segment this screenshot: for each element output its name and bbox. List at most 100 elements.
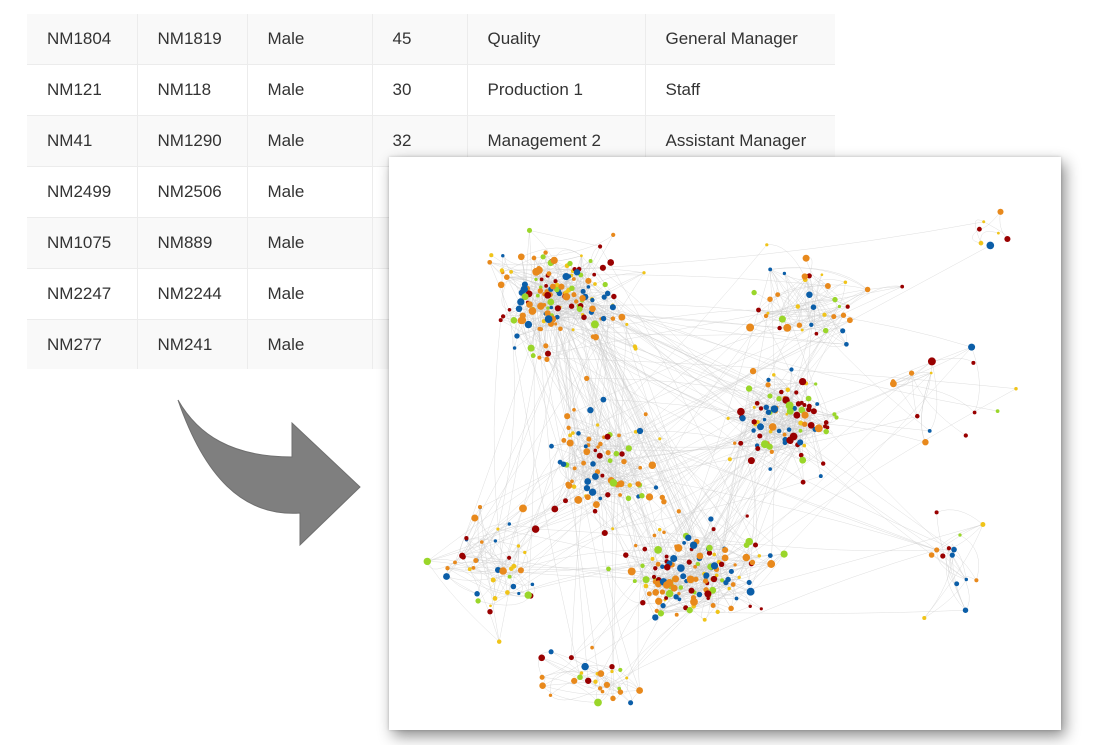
- graph-node: [650, 556, 655, 561]
- graph-edge: [586, 378, 617, 454]
- graph-edge: [625, 554, 751, 592]
- graph-edge: [596, 483, 639, 505]
- graph-node: [831, 314, 837, 320]
- graph-edge: [642, 565, 658, 611]
- graph-edge: [936, 524, 983, 551]
- graph-node: [658, 437, 662, 441]
- graph-node: [565, 482, 573, 489]
- graph-edge: [713, 605, 726, 613]
- graph-node: [846, 317, 853, 324]
- graph-node: [539, 277, 544, 282]
- graph-edge: [549, 671, 582, 696]
- graph-node: [544, 310, 551, 317]
- graph-node: [777, 325, 782, 331]
- graph-edge: [809, 275, 826, 331]
- graph-edge: [547, 255, 582, 354]
- graph-edge: [493, 320, 508, 593]
- graph-node: [726, 416, 730, 421]
- graph-edge: [582, 314, 623, 326]
- graph-node: [580, 254, 583, 258]
- graph-node: [688, 587, 695, 594]
- graph-edge: [507, 545, 519, 593]
- graph-node: [610, 669, 614, 674]
- graph-node: [516, 544, 521, 548]
- graph-edge: [921, 372, 932, 443]
- graph-node: [610, 695, 616, 702]
- graph-node: [597, 670, 605, 677]
- graph-edge: [582, 297, 743, 418]
- graph-edge: [462, 538, 485, 556]
- graph-node: [706, 550, 713, 556]
- graph-node: [654, 608, 659, 614]
- graph-node: [596, 452, 603, 459]
- table-cell: Male: [247, 166, 373, 218]
- graph-edge: [678, 511, 694, 546]
- graph-node: [772, 373, 776, 377]
- graph-node: [934, 547, 940, 553]
- graph-node: [760, 440, 769, 449]
- graph-node: [534, 277, 538, 282]
- graph-node: [496, 639, 502, 644]
- graph-node: [587, 406, 594, 414]
- graph-node: [653, 566, 658, 571]
- graph-node: [995, 409, 1000, 413]
- graph-edge: [579, 677, 596, 689]
- graph-node: [657, 527, 662, 532]
- graph-edge: [801, 275, 814, 331]
- graph-node: [590, 320, 599, 329]
- graph-node: [767, 296, 773, 302]
- graph-node: [563, 498, 568, 504]
- graph-node: [674, 544, 683, 552]
- graph-node: [749, 559, 756, 566]
- graph-node: [756, 307, 761, 313]
- graph-node: [560, 461, 567, 467]
- graph-node: [592, 272, 597, 277]
- graph-edge: [772, 411, 815, 430]
- graph-node: [572, 466, 577, 471]
- graph-node: [832, 296, 838, 303]
- graph-node: [680, 573, 687, 580]
- graph-node: [725, 576, 731, 583]
- graph-node: [592, 501, 600, 509]
- graph-edge: [770, 269, 817, 334]
- graph-node: [507, 308, 512, 312]
- graph-node: [749, 367, 757, 375]
- graph-node: [514, 333, 520, 339]
- graph-edge: [585, 391, 782, 497]
- graph-node: [604, 290, 611, 297]
- graph-edge: [551, 651, 631, 703]
- graph-edge: [545, 345, 697, 580]
- graph-edge: [663, 532, 937, 552]
- graph-node: [695, 561, 700, 567]
- graph-node: [971, 360, 976, 365]
- graph-node: [607, 259, 615, 266]
- graph-node: [676, 509, 681, 514]
- graph-node: [751, 419, 757, 425]
- graph-edge: [542, 685, 599, 703]
- graph-node: [755, 446, 761, 452]
- table-cell: Staff: [645, 64, 835, 116]
- graph-node: [677, 564, 685, 572]
- graph-node: [617, 480, 625, 488]
- graph-edge: [509, 523, 519, 567]
- graph-node: [527, 344, 535, 352]
- graph-node: [844, 341, 849, 347]
- graph-edge: [781, 391, 788, 415]
- graph-node: [765, 243, 769, 247]
- graph-node: [686, 607, 693, 614]
- graph-edge: [931, 358, 974, 364]
- graph-node: [922, 615, 927, 621]
- graph-node: [591, 473, 599, 480]
- graph-edge: [513, 269, 540, 349]
- table-cell: NM2244: [137, 268, 248, 320]
- graph-node: [757, 554, 762, 558]
- graph-node: [590, 461, 596, 467]
- graph-edge: [539, 221, 984, 271]
- graph-edge: [712, 555, 760, 591]
- graph-node: [593, 282, 597, 286]
- graph-edge: [454, 291, 548, 563]
- graph-node: [573, 269, 581, 276]
- graph-edge: [568, 427, 624, 462]
- graph-node: [810, 408, 817, 415]
- graph-node: [548, 693, 553, 698]
